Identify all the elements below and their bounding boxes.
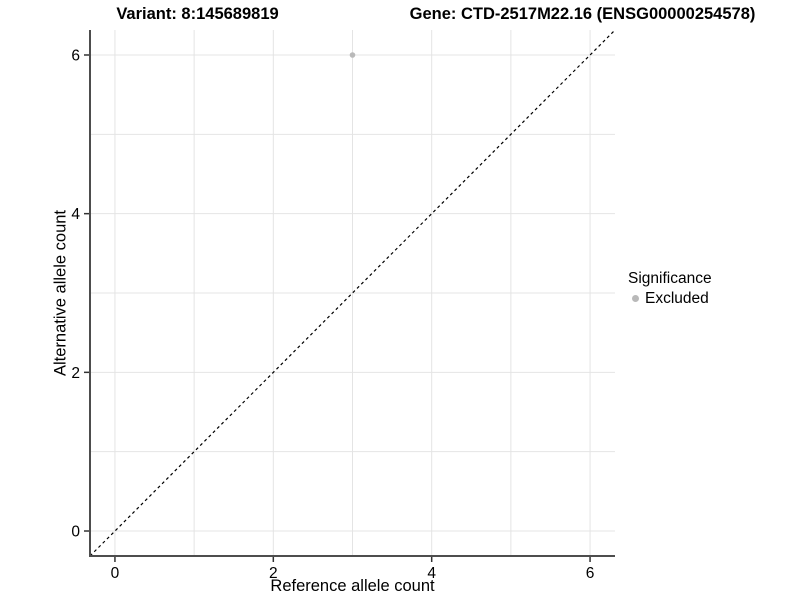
x-axis-title: Reference allele count <box>270 577 435 595</box>
legend-item-label: Excluded <box>645 290 709 307</box>
legend-item-excluded: Excluded <box>632 289 793 308</box>
legend: Significance Excluded <box>628 269 793 308</box>
gene-title: Gene: CTD-2517M22.16 (ENSG00000254578) <box>409 5 756 23</box>
data-point-excluded <box>349 52 356 58</box>
x-tick-label-4: 4 <box>427 565 436 582</box>
x-tick-label-6: 6 <box>586 565 595 582</box>
y-tick-label-2: 2 <box>71 365 80 382</box>
x-tick-label-0: 0 <box>111 565 120 582</box>
legend-title: Significance <box>628 270 712 287</box>
x-tick-label-2: 2 <box>269 565 278 582</box>
y-axis-title: Alternative allele count <box>51 209 70 377</box>
variant-title: Variant: 8:145689819 <box>116 5 279 23</box>
excluded-point-swatch <box>632 295 639 302</box>
y-tick-label-0: 0 <box>71 524 80 541</box>
identity-line <box>89 29 616 557</box>
y-tick-label-4: 4 <box>71 206 80 223</box>
y-tick-label-6: 6 <box>71 47 80 64</box>
